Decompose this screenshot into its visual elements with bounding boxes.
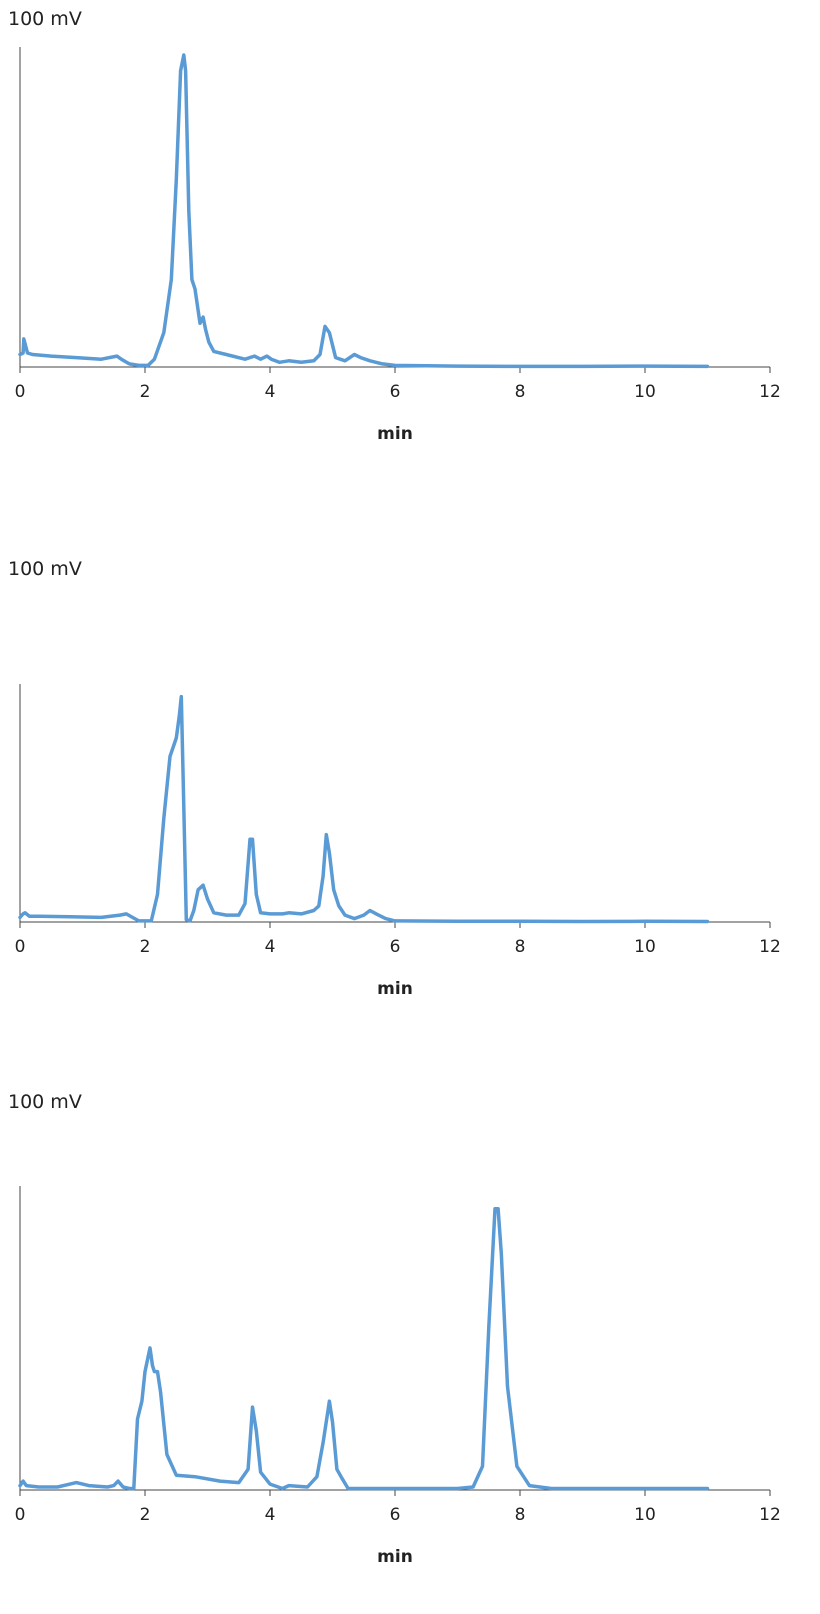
chromatogram-3: 100 mV 0 2 4 6 8 10 12 min: [0, 1083, 820, 1614]
x-tick-label: 10: [634, 937, 656, 957]
x-tick-label: 6: [390, 1505, 401, 1525]
x-tick-label: 2: [140, 937, 151, 957]
x-tick-label: 6: [390, 382, 401, 402]
x-tick-label: 10: [634, 382, 656, 402]
x-tick-label: 10: [634, 1505, 656, 1525]
chromatogram-2: 100 mV 0 2 4 6 8 10 12 min: [0, 550, 820, 1020]
x-axis-title: min: [377, 979, 413, 999]
x-axis-title: min: [377, 424, 413, 444]
x-tick-label: 12: [759, 382, 781, 402]
x-tick-label: 4: [265, 1505, 276, 1525]
x-tick-label: 2: [140, 1505, 151, 1525]
chromatogram-2-plot: 0 2 4 6 8 10 12 min: [15, 684, 781, 999]
x-tick-label: 6: [390, 937, 401, 957]
x-tick-label: 8: [515, 1505, 526, 1525]
x-tick-label: 12: [759, 937, 781, 957]
x-tick-label: 0: [15, 382, 26, 402]
chromatogram-3-plot: 0 2 4 6 8 10 12 min: [15, 1186, 781, 1567]
x-tick-label: 8: [515, 382, 526, 402]
chromatogram-trace: [18, 53, 710, 369]
x-tick-label: 12: [759, 1505, 781, 1525]
x-tick-label: 4: [265, 937, 276, 957]
y-scale-label: 100 mV: [8, 1091, 82, 1113]
chromatogram-1-plot: 0 2 4 6 8 10 12 min: [15, 47, 781, 444]
chromatogram-trace: [18, 694, 710, 924]
chromatogram-1: 100 mV 0 2 4 6 8 10 12 min: [0, 0, 820, 470]
chromatogram-trace: [18, 1207, 710, 1491]
x-tick-label: 0: [15, 1505, 26, 1525]
y-scale-label: 100 mV: [8, 8, 82, 30]
x-tick-label: 0: [15, 937, 26, 957]
y-scale-label: 100 mV: [8, 558, 82, 580]
x-tick-label: 4: [265, 382, 276, 402]
x-tick-label: 8: [515, 937, 526, 957]
x-axis-title: min: [377, 1547, 413, 1567]
x-tick-label: 2: [140, 382, 151, 402]
